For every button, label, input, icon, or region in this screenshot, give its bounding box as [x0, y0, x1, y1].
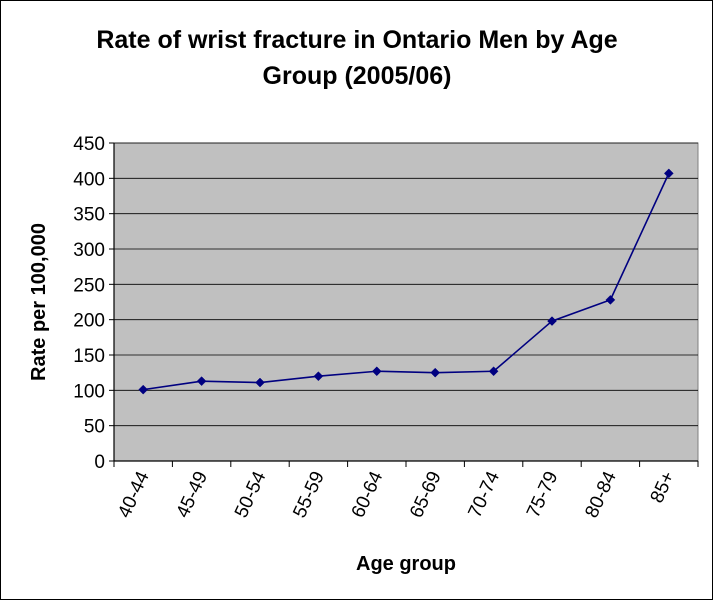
y-tick-label-200: 200 [73, 311, 105, 332]
y-axis-title: Rate per 100,000 [28, 223, 50, 381]
data-point-60-64 [371, 366, 382, 377]
x-tick-label-45-49: 45-49 [173, 468, 213, 521]
y-tick-label-100: 100 [73, 381, 105, 402]
data-point-80-84 [605, 295, 616, 305]
y-tick-labels: 0 50 100 150 200 250 300 350 400 450 [73, 134, 105, 473]
x-tick-labels: 40-44 45-49 50-54 55-59 60-64 65-69 70-74 75-79… [114, 468, 679, 521]
y-tick-label-350: 350 [73, 205, 105, 226]
x-tick-label-80-84: 80-84 [581, 468, 621, 521]
y-tick-label-400: 400 [73, 169, 105, 190]
data-point-50-54 [255, 377, 265, 388]
y-tick-label-300: 300 [73, 240, 105, 261]
data-point-75-79 [547, 316, 557, 326]
axes [109, 142, 699, 467]
y-tick-label-50: 50 [84, 417, 105, 438]
x-axis-title: Age group [356, 553, 456, 575]
x-tick-label-75-79: 75-79 [523, 468, 563, 521]
data-point-55-59 [313, 371, 324, 382]
series-line-0 [143, 173, 670, 391]
data-point-40-44 [138, 384, 149, 395]
y-tick-label-150: 150 [73, 346, 105, 367]
data-point-70-74 [488, 366, 499, 377]
y-tick-label-450: 450 [73, 134, 105, 155]
series-line-group [138, 168, 674, 395]
y-tick-label-250: 250 [73, 275, 105, 296]
data-point-65-69 [430, 367, 441, 378]
x-tick-label-70-74: 70-74 [465, 468, 505, 521]
plot-area [113, 142, 699, 462]
data-point-45-49 [196, 376, 207, 387]
gridlines [114, 142, 698, 427]
x-tick-label-55-59: 55-59 [289, 468, 329, 521]
x-tick-label-40-44: 40-44 [114, 468, 154, 521]
y-tick-label-0: 0 [94, 452, 105, 473]
data-point-85+ [663, 168, 674, 179]
x-tick-label-60-64: 60-64 [348, 468, 388, 521]
x-tick-label-85+: 85+ [647, 468, 680, 506]
chart-title-line-2: Group (2005/06) [263, 62, 452, 90]
chart-title-line-1: Rate of wrist fracture in Ontario Men by… [96, 26, 617, 54]
x-tick-label-50-54: 50-54 [231, 468, 271, 521]
x-tick-label-65-69: 65-69 [406, 468, 446, 521]
